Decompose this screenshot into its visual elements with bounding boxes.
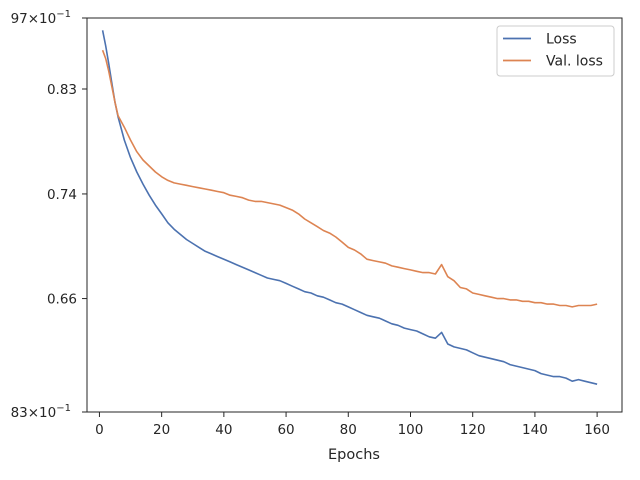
x-tick-label: 20 bbox=[153, 422, 170, 438]
x-tick-label: 120 bbox=[460, 422, 486, 438]
series-layer bbox=[101, 30, 598, 385]
x-tick-label: 0 bbox=[95, 422, 104, 438]
y-tick-label: 0.83 bbox=[47, 82, 77, 98]
x-tick-label: 40 bbox=[215, 422, 232, 438]
series-line-loss bbox=[101, 30, 598, 385]
x-tick-label: 140 bbox=[522, 422, 548, 438]
plot-area bbox=[87, 18, 622, 412]
y-edge-label-bottom: 83×10−1 bbox=[11, 403, 71, 421]
y-tick-label: 0.74 bbox=[47, 187, 77, 203]
legend-label-loss: Loss bbox=[546, 32, 577, 48]
plot-frame bbox=[86, 17, 623, 413]
x-tick-label: 160 bbox=[584, 422, 610, 438]
x-tick-label: 80 bbox=[340, 422, 357, 438]
x-axis-title: Epochs bbox=[328, 447, 380, 463]
y-axis: 0.66 0.74 0.83 bbox=[47, 17, 87, 413]
y-edge-label-top: 97×10−1 bbox=[11, 9, 71, 27]
series-line-val-loss bbox=[101, 49, 598, 308]
legend-label-val-loss: Val. loss bbox=[546, 54, 603, 70]
x-tick-label: 60 bbox=[277, 422, 294, 438]
x-axis: 0 20 40 60 80 100 120 140 160 bbox=[95, 412, 610, 438]
y-tick-label: 0.66 bbox=[47, 292, 77, 308]
x-tick-label: 100 bbox=[398, 422, 424, 438]
legend: Loss Val. loss bbox=[496, 25, 615, 77]
